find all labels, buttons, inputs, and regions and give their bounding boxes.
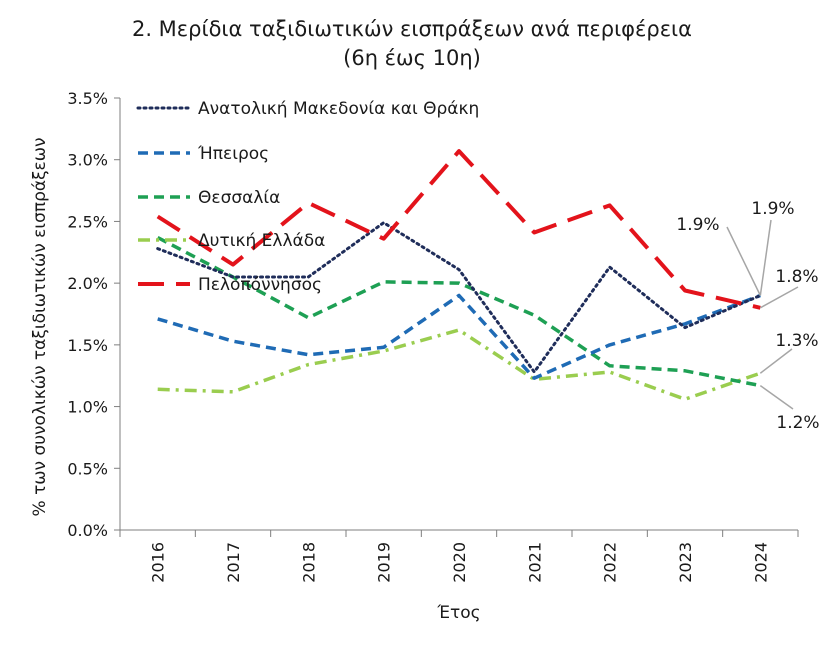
x-tick-label: 2017	[224, 542, 243, 583]
annotation-label: 1.2%	[776, 413, 819, 433]
x-tick-label: 2023	[676, 542, 695, 583]
series-line-4	[156, 149, 761, 310]
annotation-label: 1.9%	[676, 215, 719, 235]
y-tick-label: 2.5%	[67, 212, 108, 231]
x-axis-label: Έτος	[436, 603, 480, 623]
annotation-leader	[726, 226, 762, 296]
x-tick-label: 2021	[525, 542, 544, 583]
x-tick-label: 2024	[751, 542, 770, 583]
y-tick-label: 1.5%	[67, 336, 108, 355]
legend-label: Πελοπόννησος	[198, 275, 322, 295]
x-tick-label: 2019	[375, 542, 394, 583]
annotation-leader	[759, 348, 793, 374]
legend-item-1: Ήπειρος	[138, 144, 269, 164]
y-tick-labels: 0.0% 0.5% 1.0% 1.5% 2.0% 2.5% 3.0% 3.5%	[67, 89, 108, 540]
y-axis-label: % των συνολικών ταξιδιωτικών εισπράξεων	[30, 138, 50, 517]
legend-label: Δυτική Ελλάδα	[198, 231, 325, 251]
y-tick-label: 1.0%	[67, 398, 108, 417]
legend-label: Θεσσαλία	[198, 188, 280, 208]
y-tick-label: 2.0%	[67, 274, 108, 293]
series-line-3	[157, 328, 761, 401]
y-tick-label: 3.5%	[67, 89, 108, 108]
legend-item-4: Πελοπόννησος	[138, 275, 322, 295]
series-line-0	[156, 221, 762, 374]
annotation-label: 1.8%	[775, 267, 818, 287]
legend-item-2: Θεσσαλία	[138, 188, 280, 208]
chart-subtitle: (6η έως 10η)	[343, 46, 481, 70]
legend-item-3: Δυτική Ελλάδα	[138, 231, 325, 251]
annotation-leader	[759, 219, 772, 296]
series-line-1	[157, 293, 761, 380]
series-line-2	[156, 235, 761, 388]
y-tick-label: 0.0%	[67, 521, 108, 540]
x-tick-label: 2016	[149, 542, 168, 583]
annotation-label: 1.3%	[775, 331, 818, 351]
y-tick-label: 3.0%	[67, 151, 108, 170]
legend: Ανατολική Μακεδονία και Θράκη Ήπειρος Θεσσ…	[136, 99, 479, 295]
legend-label: Ανατολική Μακεδονία και Θράκη	[198, 99, 479, 119]
x-tick-label: 2022	[601, 542, 620, 583]
series-lines	[156, 149, 762, 401]
x-tick-label: 2018	[299, 542, 318, 583]
annotations: 1.9% 1.9% 1.8% 1.3% 1.2%	[676, 199, 819, 433]
x-tick-labels: 2016 2017 2018 2019 2020 2021 2022 2023 2024	[149, 542, 771, 583]
chart-title: 2. Μερίδια ταξιδιωτικών εισπράξεων ανά π…	[132, 17, 692, 41]
annotation-leader	[759, 384, 794, 410]
axes	[114, 97, 799, 537]
annotation-label: 1.9%	[751, 199, 794, 219]
legend-label: Ήπειρος	[197, 144, 269, 164]
legend-item-0: Ανατολική Μακεδονία και Θράκη	[136, 99, 479, 119]
y-tick-label: 0.5%	[67, 459, 108, 478]
x-tick-label: 2020	[450, 542, 469, 583]
annotation-leader	[759, 286, 799, 309]
